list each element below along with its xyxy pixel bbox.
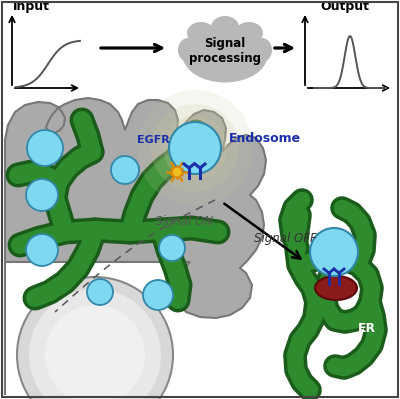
Circle shape xyxy=(29,289,161,399)
Text: Input: Input xyxy=(13,0,50,13)
Circle shape xyxy=(45,305,145,399)
Ellipse shape xyxy=(315,276,357,300)
Circle shape xyxy=(27,130,63,166)
Text: Endosome: Endosome xyxy=(229,132,301,144)
Polygon shape xyxy=(5,98,266,395)
Circle shape xyxy=(310,228,358,276)
Ellipse shape xyxy=(182,28,268,83)
Text: Output: Output xyxy=(320,0,369,13)
Ellipse shape xyxy=(178,38,198,62)
Circle shape xyxy=(26,179,58,211)
Text: Signal ON: Signal ON xyxy=(155,215,213,228)
Circle shape xyxy=(111,156,139,184)
Ellipse shape xyxy=(211,16,239,38)
Ellipse shape xyxy=(235,22,263,44)
Text: Signal OFF: Signal OFF xyxy=(254,232,316,245)
Circle shape xyxy=(163,116,227,180)
Circle shape xyxy=(172,167,182,177)
Text: EGFR: EGFR xyxy=(137,135,169,145)
Circle shape xyxy=(151,104,239,192)
Circle shape xyxy=(143,280,173,310)
Circle shape xyxy=(137,90,253,206)
Text: ER: ER xyxy=(358,322,376,334)
Circle shape xyxy=(17,277,173,399)
Ellipse shape xyxy=(252,38,272,62)
Ellipse shape xyxy=(187,22,215,44)
Circle shape xyxy=(169,122,221,174)
Circle shape xyxy=(159,235,185,261)
Circle shape xyxy=(26,234,58,266)
Text: Signal
processing: Signal processing xyxy=(189,37,261,65)
Circle shape xyxy=(87,279,113,305)
